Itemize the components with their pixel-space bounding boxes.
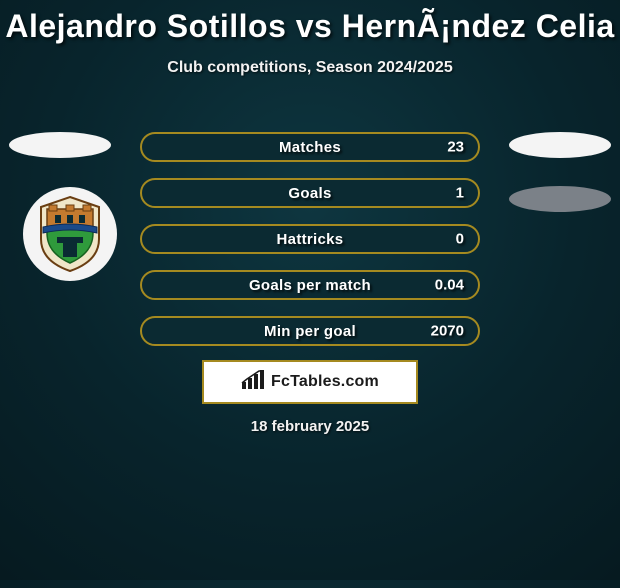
left-ellipse-1 xyxy=(9,132,111,158)
stat-label: Min per goal xyxy=(264,323,356,340)
stat-label: Goals per match xyxy=(249,277,371,294)
stat-row-hattricks: Hattricks 0 xyxy=(140,224,480,254)
brand-label: FcTables.com xyxy=(271,373,379,391)
crest-icon xyxy=(37,195,103,273)
stat-label: Matches xyxy=(279,139,341,156)
stat-value: 23 xyxy=(447,139,464,156)
brand-badge[interactable]: FcTables.com xyxy=(202,360,418,404)
subtitle: Club competitions, Season 2024/2025 xyxy=(0,59,620,77)
stat-row-min-per-goal: Min per goal 2070 xyxy=(140,316,480,346)
stat-label: Hattricks xyxy=(277,231,344,248)
stat-row-matches: Matches 23 xyxy=(140,132,480,162)
stat-value: 1 xyxy=(456,185,464,202)
stat-row-goals: Goals 1 xyxy=(140,178,480,208)
stat-label: Goals xyxy=(288,185,331,202)
page-title: Alejandro Sotillos vs HernÃ¡ndez Celia xyxy=(0,8,620,45)
stat-value: 2070 xyxy=(431,323,464,340)
stat-value: 0 xyxy=(456,231,464,248)
stat-value: 0.04 xyxy=(435,277,464,294)
bar-chart-icon xyxy=(241,370,265,395)
right-ellipse-1 xyxy=(509,132,611,158)
footer-date: 18 february 2025 xyxy=(0,418,620,435)
team-crest xyxy=(23,187,117,281)
stat-row-goals-per-match: Goals per match 0.04 xyxy=(140,270,480,300)
stats-panel: Matches 23 Goals 1 Hattricks 0 Goals per… xyxy=(140,132,480,362)
right-ellipse-2 xyxy=(509,186,611,212)
